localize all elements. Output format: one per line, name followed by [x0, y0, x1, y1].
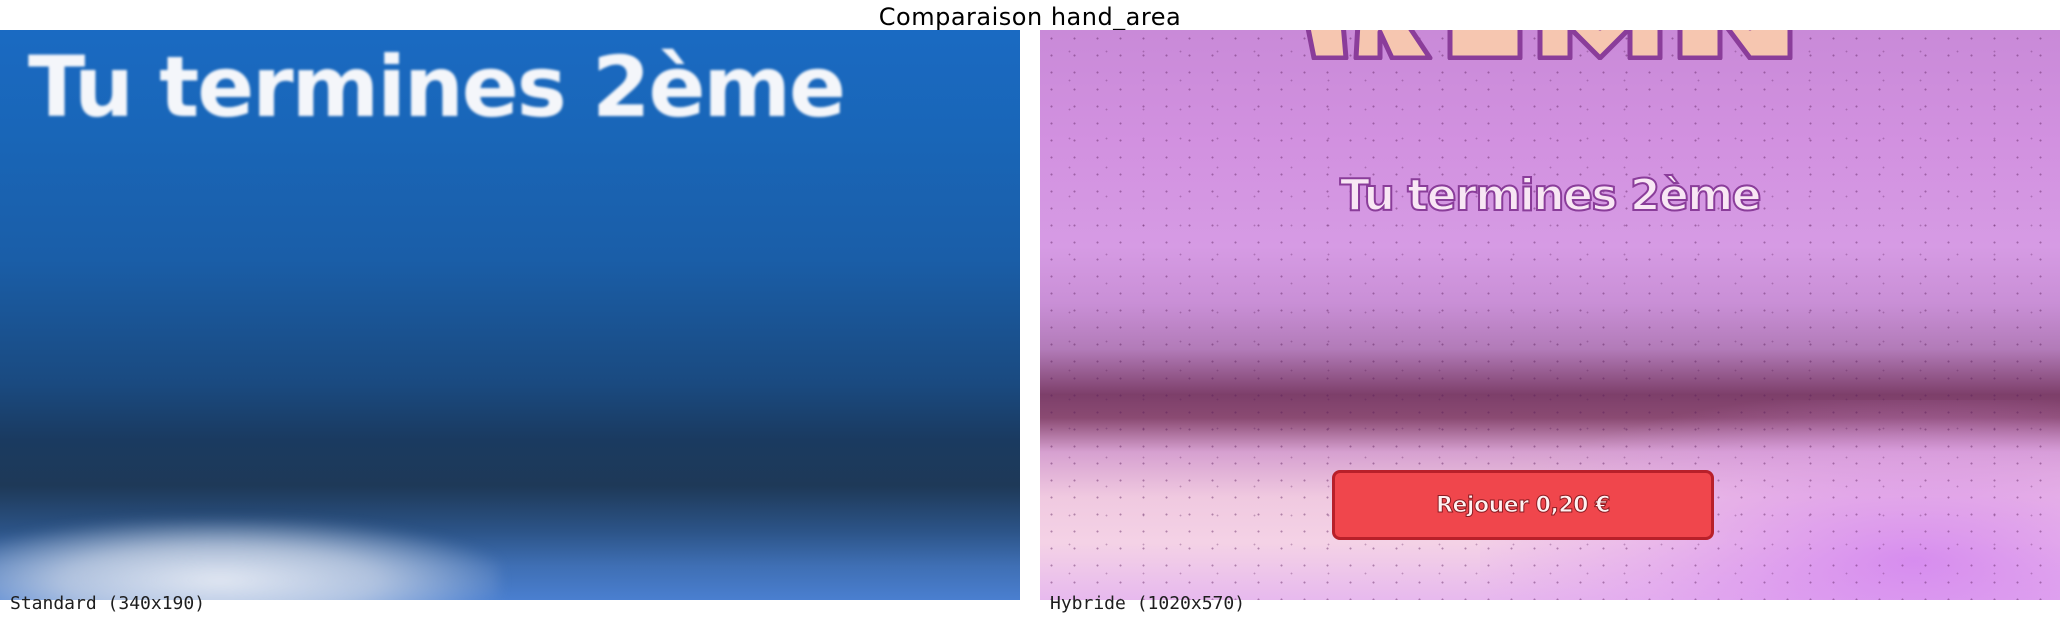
standard-glare [0, 520, 500, 600]
game-logo-fragment [1305, 30, 1793, 60]
hybrid-caption: Hybride (1020x570) [1050, 593, 1246, 614]
standard-result-text: Tu termines 2ème [28, 38, 846, 136]
hybrid-result-text: Tu termines 2ème [1339, 169, 1763, 222]
replay-button[interactable]: Rejouer 0,20 € [1332, 470, 1714, 540]
hybrid-panel: Tu termines 2ème Rejouer 0,20 € [1040, 30, 2060, 600]
comparison-title: Comparaison hand_area [878, 3, 1182, 31]
replay-button-label: Rejouer 0,20 € [1436, 492, 1611, 518]
standard-caption: Standard (340x190) [10, 593, 206, 614]
standard-panel: Tu termines 2ème [0, 30, 1020, 600]
